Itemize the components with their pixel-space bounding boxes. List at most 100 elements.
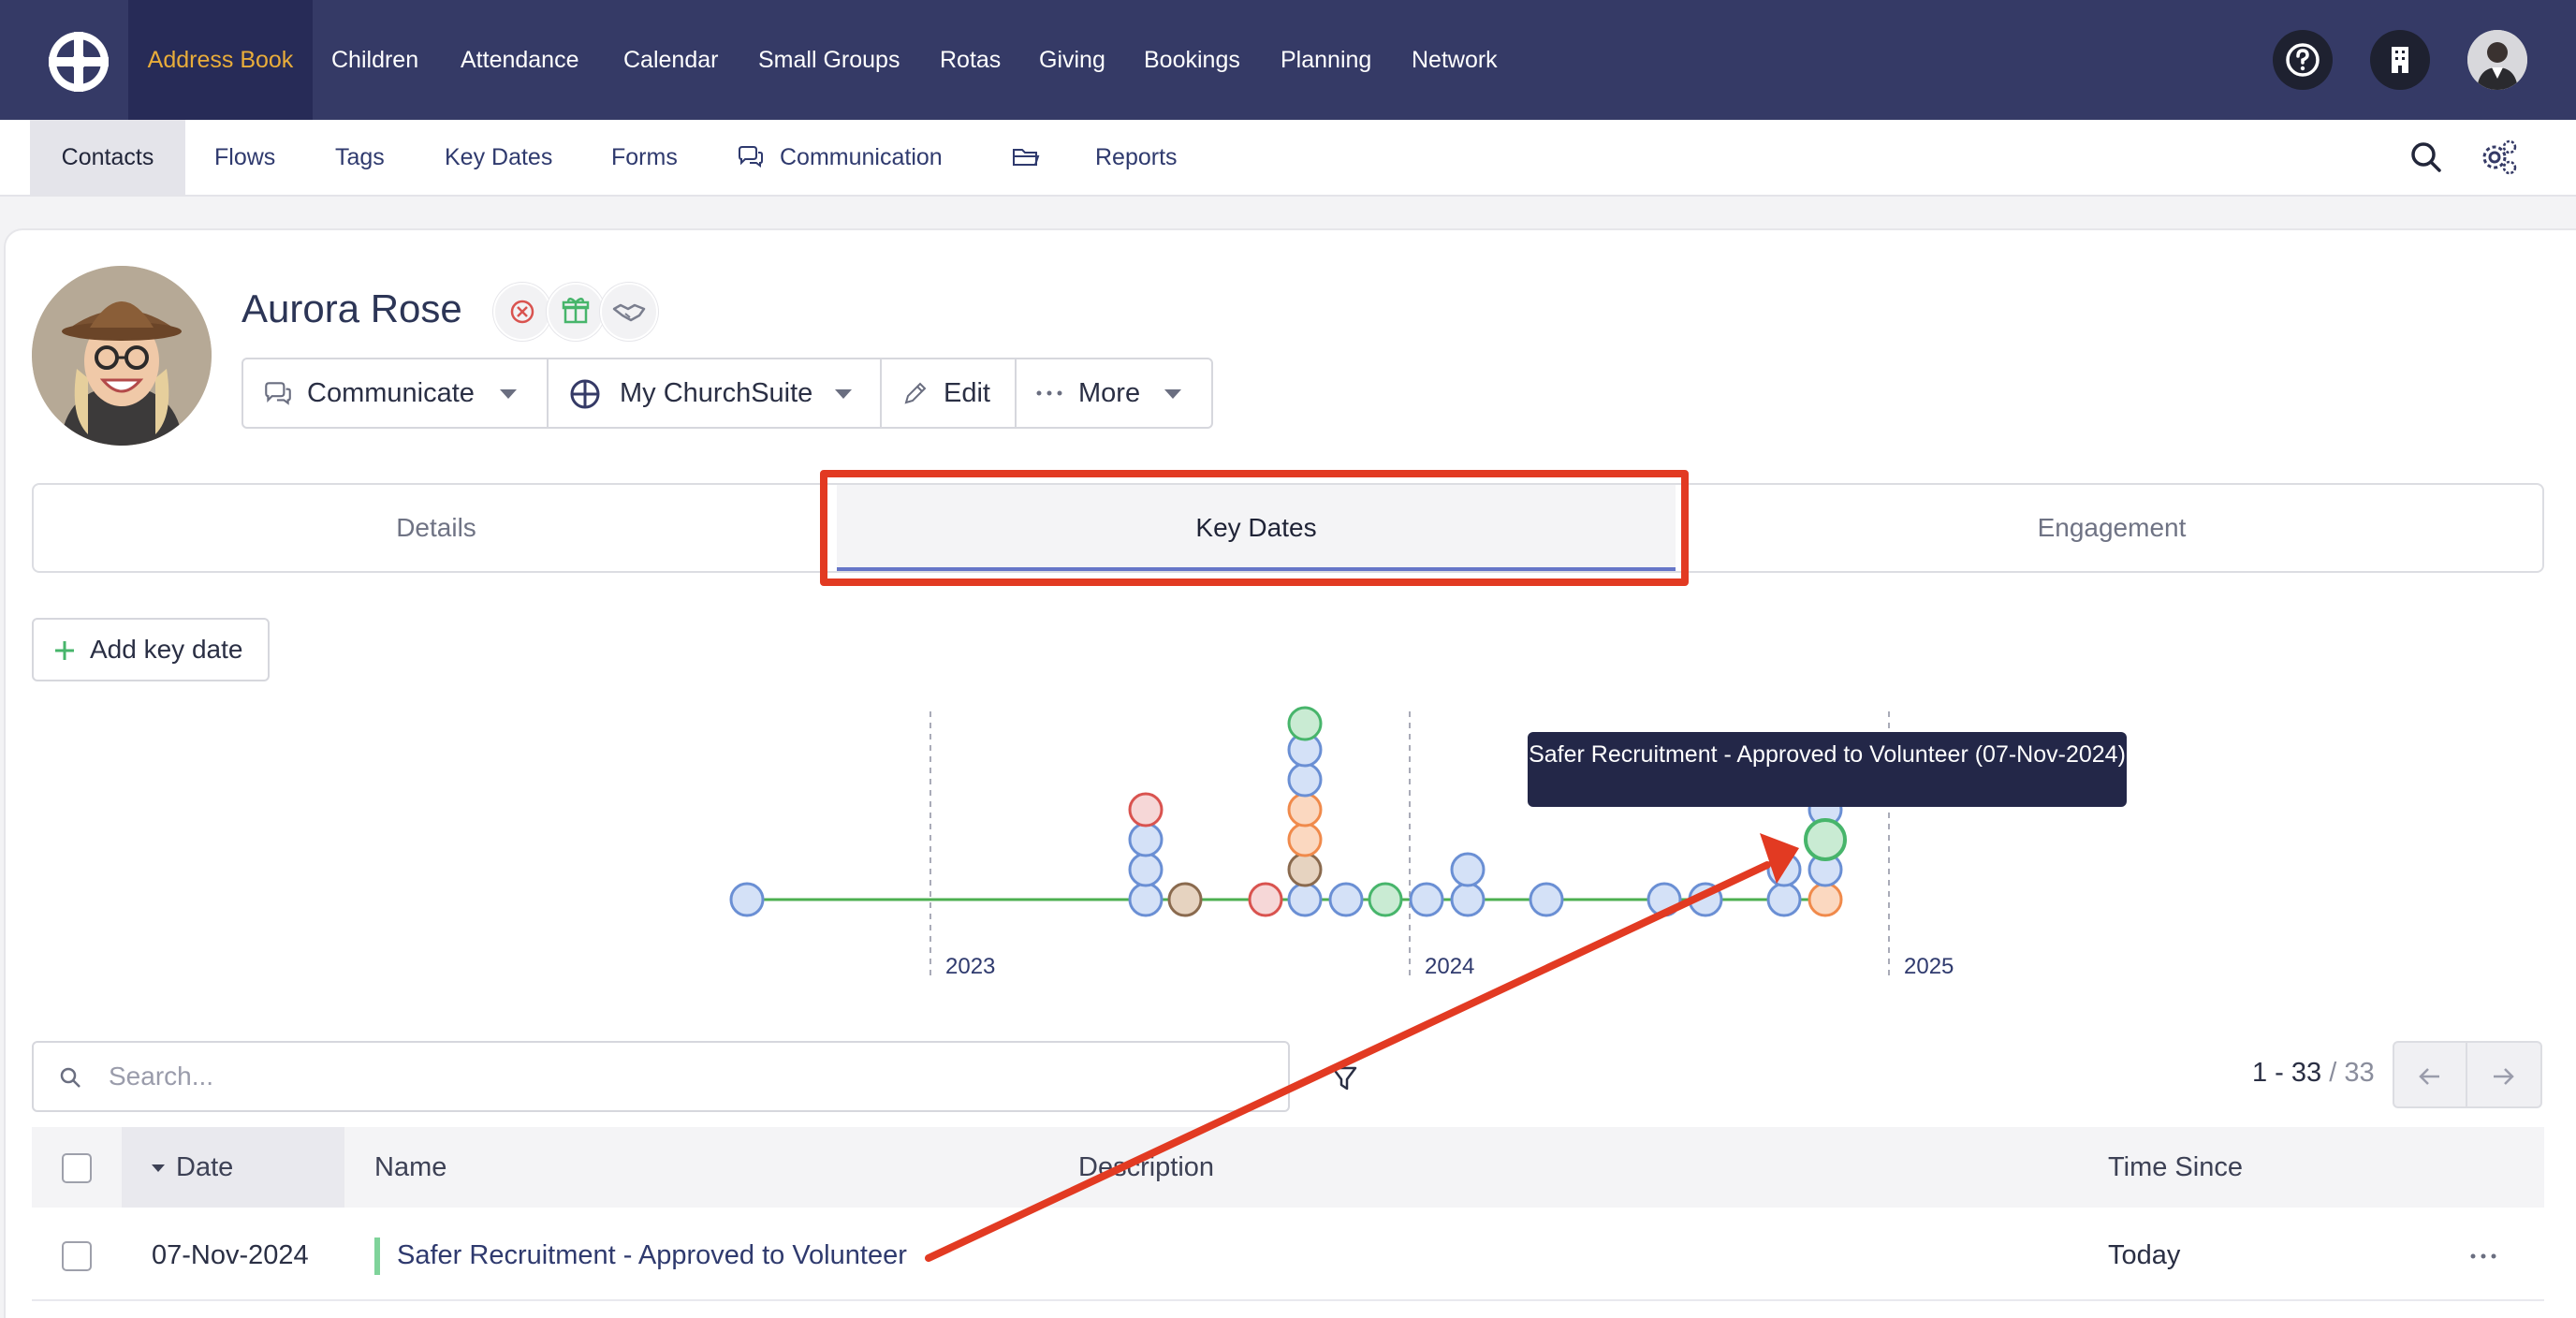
tab-key-dates[interactable]: Key Dates (837, 485, 1676, 571)
year-label: 2024 (1425, 954, 1474, 979)
key-dates-search (32, 1041, 1290, 1112)
chevron-down-icon (500, 389, 517, 399)
subnav-communication[interactable]: Communication (780, 144, 943, 170)
nav-calendar[interactable]: Calendar (623, 47, 719, 73)
search-input[interactable] (109, 1054, 1232, 1099)
key-dates-table-header: Date Name Description Time Since (32, 1127, 2544, 1208)
nav-bookings[interactable]: Bookings (1144, 47, 1240, 73)
edit-label: Edit (944, 378, 990, 408)
ellipsis-icon (1036, 390, 1062, 396)
subnav-reports[interactable]: Reports (1095, 144, 1178, 170)
previous-page-button[interactable] (2393, 1041, 2467, 1108)
plus-icon (55, 641, 74, 660)
status-gift-aid[interactable] (547, 283, 605, 341)
subnav-tags[interactable]: Tags (335, 144, 385, 170)
add-key-date-button[interactable]: Add key date (32, 618, 270, 681)
search-icon[interactable] (2408, 139, 2445, 176)
subnav-key-dates[interactable]: Key Dates (445, 144, 553, 170)
row-name-link[interactable]: Safer Recruitment - Approved to Voluntee… (397, 1240, 907, 1270)
status-engagement[interactable] (600, 283, 658, 341)
key-date-marker[interactable] (1287, 852, 1323, 887)
key-date-marker[interactable] (1766, 882, 1802, 917)
pagination-range: 1 - 33 (2252, 1058, 2322, 1088)
column-name[interactable]: Name (374, 1152, 447, 1182)
subnav-forms[interactable]: Forms (611, 144, 678, 170)
help-circle-icon (2286, 43, 2320, 77)
more-button[interactable]: More (1017, 359, 1211, 427)
communicate-label: Communicate (307, 378, 475, 408)
churchsuite-logo-icon[interactable] (45, 28, 112, 95)
timeline-tooltip: Safer Recruitment - Approved to Voluntee… (1528, 732, 2127, 807)
key-date-marker[interactable] (1450, 882, 1486, 917)
search-icon (60, 1067, 80, 1088)
annotation-highlight-box (820, 470, 1689, 586)
key-date-marker[interactable] (1287, 882, 1323, 917)
column-time-since[interactable]: Time Since (2108, 1152, 2243, 1182)
nav-network[interactable]: Network (1412, 47, 1498, 73)
row-checkbox[interactable] (62, 1241, 92, 1271)
contact-avatar (32, 266, 212, 446)
filter-icon[interactable] (1327, 1062, 1361, 1095)
chevron-down-icon (835, 389, 852, 399)
key-date-marker[interactable] (1128, 822, 1164, 857)
key-date-marker[interactable] (1529, 882, 1564, 917)
settings-gear-icon[interactable] (2479, 137, 2520, 178)
my-churchsuite-label: My ChurchSuite (620, 378, 813, 408)
contact-tabs: Details Key Dates Engagement (32, 483, 2544, 573)
nav-giving[interactable]: Giving (1039, 47, 1105, 73)
key-date-marker[interactable] (1688, 882, 1723, 917)
key-date-marker[interactable] (1287, 706, 1323, 741)
key-date-marker[interactable] (1368, 882, 1403, 917)
chat-bubbles-icon (739, 146, 763, 168)
next-page-button[interactable] (2467, 1041, 2542, 1108)
tab-engagement[interactable]: Engagement (2037, 513, 2187, 542)
organisation-button[interactable] (2370, 30, 2430, 90)
more-label: More (1078, 378, 1141, 408)
key-date-marker-hovered[interactable] (1804, 818, 1847, 861)
key-date-marker[interactable] (1167, 882, 1203, 917)
key-date-marker[interactable] (1287, 822, 1323, 857)
help-button[interactable] (2273, 30, 2333, 90)
key-date-marker[interactable] (729, 882, 765, 917)
contact-photo-icon (32, 266, 212, 446)
communicate-button[interactable]: Communicate (243, 359, 549, 427)
table-row[interactable]: 07-Nov-2024 Safer Recruitment - Approved… (32, 1209, 2544, 1301)
contact-action-buttons: Communicate My ChurchSuite Edit More (242, 358, 1213, 429)
key-date-marker[interactable] (1766, 852, 1802, 887)
nav-rotas[interactable]: Rotas (940, 47, 1002, 73)
nav-planning[interactable]: Planning (1281, 47, 1372, 73)
key-date-marker[interactable] (1128, 792, 1164, 827)
nav-small-groups[interactable]: Small Groups (758, 47, 900, 73)
key-date-marker[interactable] (1287, 792, 1323, 827)
handshake-icon (612, 303, 646, 322)
edit-button[interactable]: Edit (882, 359, 1017, 427)
subnav-flows[interactable]: Flows (214, 144, 276, 170)
column-date[interactable]: Date (176, 1152, 234, 1182)
row-actions-icon[interactable] (2469, 1252, 2497, 1260)
key-date-marker[interactable] (1248, 882, 1283, 917)
key-dates-timeline: 2023 2024 2025 (729, 706, 1954, 979)
key-date-marker[interactable] (1128, 882, 1164, 917)
status-unsubscribed[interactable] (493, 283, 551, 341)
column-description[interactable]: Description (1078, 1152, 1215, 1182)
key-date-marker[interactable] (1409, 882, 1444, 917)
my-churchsuite-button[interactable]: My ChurchSuite (549, 359, 882, 427)
user-avatar[interactable] (2467, 30, 2527, 90)
unsubscribed-x-icon (510, 300, 534, 324)
nav-attendance[interactable]: Attendance (461, 47, 579, 73)
sort-descending-icon[interactable] (150, 1163, 167, 1174)
nav-children[interactable]: Children (331, 47, 419, 73)
tab-details[interactable]: Details (396, 513, 476, 542)
subnav-contacts[interactable]: Contacts (30, 120, 185, 195)
key-date-marker[interactable] (1128, 852, 1164, 887)
nav-address-book[interactable]: Address Book (128, 0, 313, 120)
key-date-marker[interactable] (1808, 882, 1843, 917)
key-date-marker[interactable] (1450, 852, 1486, 887)
chevron-down-icon (1164, 389, 1181, 399)
user-avatar-icon (2467, 30, 2527, 90)
key-date-marker[interactable] (1328, 882, 1364, 917)
contact-name: Aurora Rose (242, 286, 462, 330)
select-all-checkbox[interactable] (62, 1153, 92, 1183)
key-date-marker[interactable] (1647, 882, 1682, 917)
key-date-marker[interactable] (1287, 762, 1323, 798)
